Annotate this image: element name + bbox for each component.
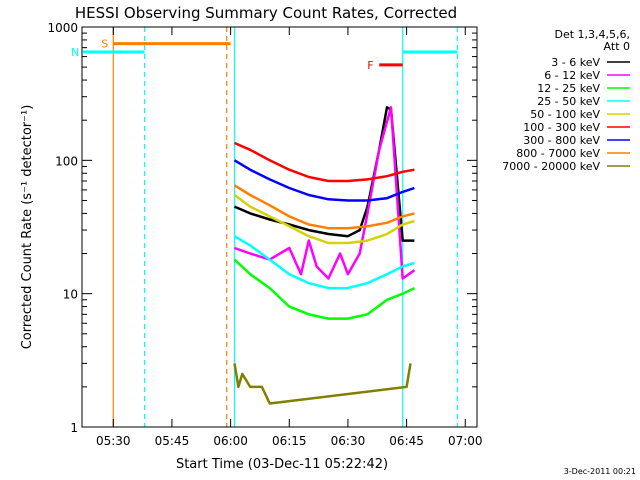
flag-label-0: S (101, 38, 108, 51)
legend-header-line1: Det 1,3,4,5,6, (554, 28, 630, 41)
legend-label-0: 3 - 6 keV (551, 56, 600, 69)
flag-label-1: N (71, 46, 79, 59)
series-line-6 (233, 159, 415, 202)
legend-label-8: 7000 - 20000 keV (502, 160, 600, 173)
y-tick-label-0: 1 (70, 421, 78, 435)
series-line-3 (233, 235, 415, 290)
x-tick-label-4: 06:30 (331, 434, 366, 448)
legend-label-3: 25 - 50 keV (537, 95, 600, 108)
x-axis-label: Start Time (03-Dec-11 05:22:42) (176, 457, 388, 472)
x-tick-label-2: 06:00 (213, 434, 248, 448)
x-tick-label-6: 07:00 (448, 434, 483, 448)
legend-label-4: 50 - 100 keV (530, 108, 600, 121)
series-line-5 (234, 141, 415, 183)
y-tick-label-2: 100 (55, 154, 78, 168)
chart-title: HESSI Observing Summary Count Rates, Cor… (75, 4, 457, 22)
legend-label-6: 300 - 800 keV (523, 134, 600, 147)
series-line-4 (233, 193, 415, 245)
x-tick-label-0: 05:30 (96, 434, 131, 448)
footer-date: 3-Dec-2011 00:21 (564, 467, 636, 476)
y-axis-label: Corrected Count Rate (s⁻¹ detector⁻¹) (20, 105, 35, 350)
series-line-8 (233, 363, 412, 405)
legend-header-line2: Att 0 (604, 40, 630, 53)
legend-label-2: 12 - 25 keV (537, 82, 600, 95)
series-line-7 (233, 184, 415, 230)
y-tick-label-1: 10 (63, 288, 78, 302)
series-line-1 (234, 106, 416, 280)
plot-frame (81, 26, 478, 428)
x-tick-label-5: 06:45 (389, 434, 424, 448)
y-tick-label-3: 1000 (47, 21, 78, 35)
legend-label-1: 6 - 12 keV (544, 69, 600, 82)
x-tick-label-3: 06:15 (272, 434, 307, 448)
legend-label-5: 100 - 300 keV (523, 121, 600, 134)
flag-label-2: F (367, 59, 373, 72)
series-line-2 (233, 258, 415, 320)
legend-label-7: 800 - 7000 keV (516, 147, 600, 160)
plot-area: S N F 05:30 05:45 06:00 06:15 06:30 06:45 07:00 1 1… (47, 21, 482, 448)
x-tick-label-1: 05:45 (155, 434, 190, 448)
